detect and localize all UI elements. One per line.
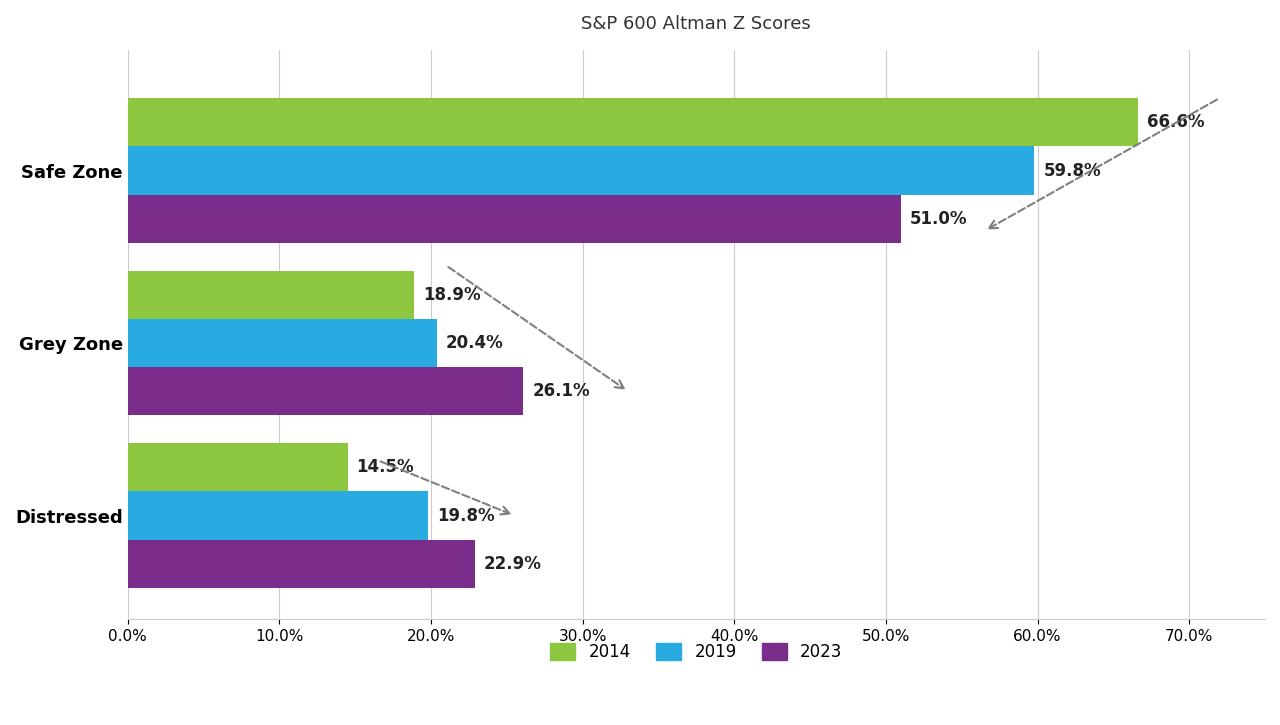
Title: S&P 600 Altman Z Scores: S&P 600 Altman Z Scores xyxy=(581,15,812,33)
Legend: 2014, 2019, 2023: 2014, 2019, 2023 xyxy=(544,636,849,668)
Bar xyxy=(128,443,347,492)
Text: 19.8%: 19.8% xyxy=(436,507,494,524)
Bar xyxy=(128,367,524,415)
Bar xyxy=(128,146,1034,195)
Bar xyxy=(128,195,901,243)
Text: 18.9%: 18.9% xyxy=(424,286,481,304)
Text: 66.6%: 66.6% xyxy=(1147,113,1204,131)
Text: 20.4%: 20.4% xyxy=(447,334,504,352)
Bar xyxy=(128,492,428,539)
Text: 51.0%: 51.0% xyxy=(910,210,968,228)
Text: 26.1%: 26.1% xyxy=(532,382,590,400)
Bar xyxy=(128,270,415,319)
Text: 59.8%: 59.8% xyxy=(1043,162,1101,180)
Bar xyxy=(128,319,436,367)
Bar xyxy=(128,539,475,588)
Text: 22.9%: 22.9% xyxy=(484,555,541,573)
Text: 14.5%: 14.5% xyxy=(357,458,415,476)
Bar xyxy=(128,98,1138,146)
